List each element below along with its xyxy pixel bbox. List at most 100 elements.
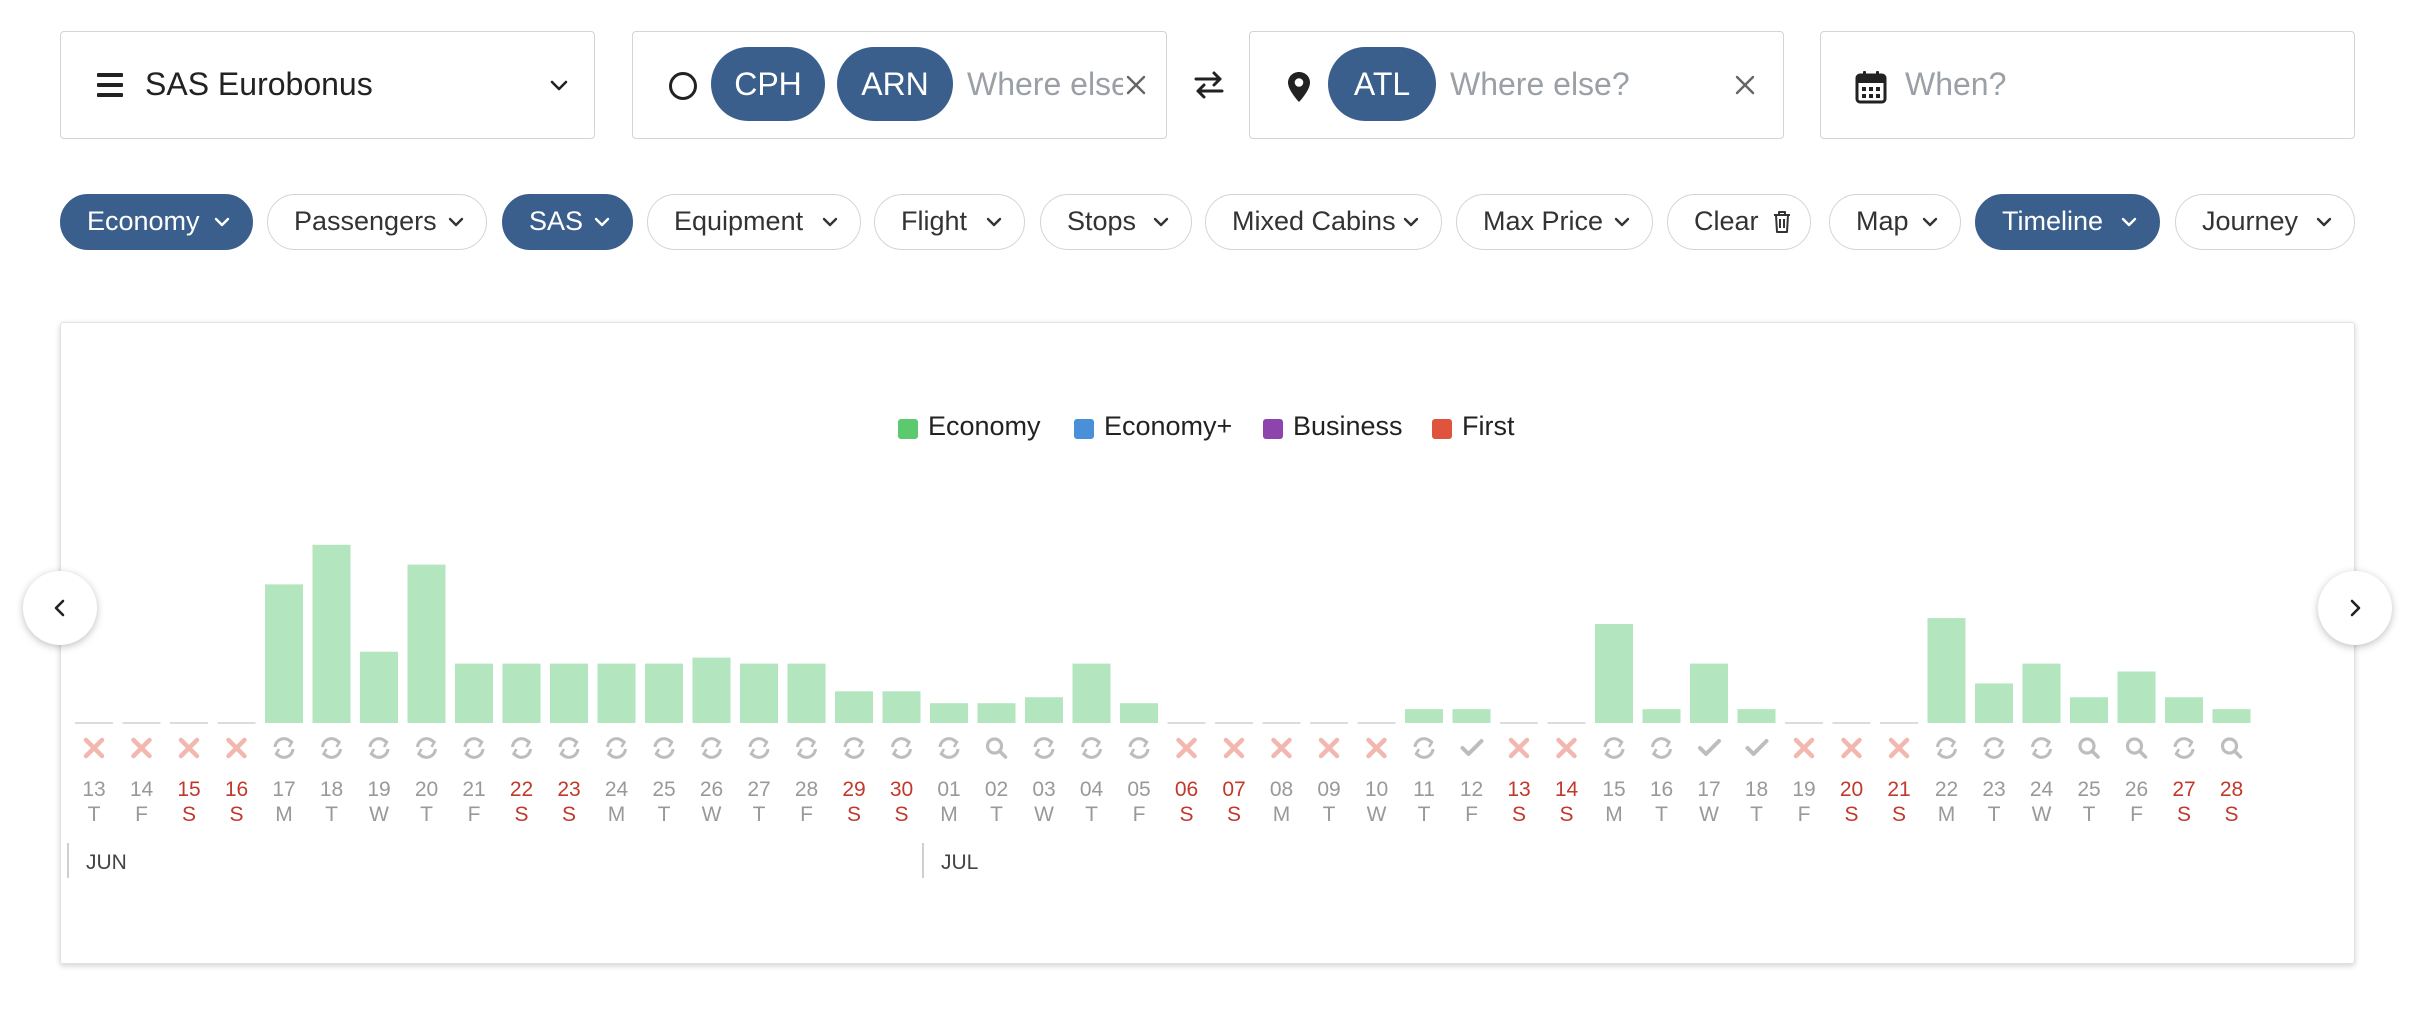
refresh-icon[interactable] — [843, 737, 865, 759]
unavailable-icon[interactable] — [1793, 737, 1815, 759]
filter-chip-label: Flight — [901, 206, 968, 236]
unavailable-icon[interactable] — [1888, 737, 1910, 759]
day-number-label: 22 — [1935, 778, 1958, 801]
weekday-label: S — [514, 803, 528, 826]
clear-origin-icon[interactable] — [1123, 72, 1149, 98]
unavailable-icon[interactable] — [1366, 737, 1387, 759]
unavailable-icon[interactable] — [1223, 737, 1245, 759]
refresh-icon[interactable] — [511, 737, 532, 759]
refresh-icon[interactable] — [606, 737, 627, 759]
origin-field[interactable]: CPH ARN Where else? — [632, 31, 1167, 139]
refresh-icon[interactable] — [938, 737, 960, 759]
refresh-icon[interactable] — [1603, 737, 1625, 759]
weekday-label: T — [1988, 803, 2001, 826]
refresh-icon[interactable] — [1936, 737, 1957, 759]
date-input[interactable]: When? — [1905, 66, 2007, 102]
weekday-label: T — [325, 803, 338, 826]
refresh-icon[interactable] — [463, 737, 485, 759]
filter-chip-economy[interactable]: Economy — [60, 194, 253, 250]
previous-page-button[interactable] — [23, 571, 97, 645]
program-select[interactable]: SAS Eurobonus — [60, 31, 595, 139]
search-icon[interactable] — [2078, 737, 2100, 759]
next-page-button[interactable] — [2318, 571, 2392, 645]
refresh-icon[interactable] — [2031, 737, 2052, 759]
refresh-icon[interactable] — [1128, 737, 1150, 759]
refresh-icon[interactable] — [1651, 737, 1672, 759]
weekday-label: T — [1323, 803, 1336, 826]
unavailable-icon[interactable] — [1556, 737, 1577, 759]
bar-economy — [1405, 709, 1443, 723]
refresh-icon[interactable] — [273, 737, 295, 759]
refresh-icon[interactable] — [1413, 737, 1435, 759]
unavailable-icon[interactable] — [1508, 737, 1530, 759]
unavailable-icon[interactable] — [226, 737, 247, 759]
weekday-label: T — [2083, 803, 2096, 826]
chevron-right-icon — [2350, 599, 2361, 617]
refresh-icon[interactable] — [796, 737, 817, 759]
day-number-label: 08 — [1270, 778, 1293, 801]
filter-chip-map[interactable]: Map — [1829, 194, 1961, 250]
refresh-icon[interactable] — [2173, 737, 2195, 759]
refresh-icon[interactable] — [701, 737, 722, 759]
day-number-label: 20 — [1840, 778, 1863, 801]
origin-airport-chip[interactable]: ARN — [837, 47, 953, 121]
filter-chip-equipment[interactable]: Equipment — [647, 194, 861, 250]
filter-chip-label: Max Price — [1483, 206, 1604, 236]
filter-chip-passengers[interactable]: Passengers — [267, 194, 487, 250]
unavailable-icon[interactable] — [1841, 737, 1862, 759]
filter-chip-label: Journey — [2202, 206, 2299, 236]
filter-chip-mixed-cabins[interactable]: Mixed Cabins — [1205, 194, 1442, 250]
refresh-icon[interactable] — [748, 737, 770, 759]
filter-chip-label: Timeline — [2002, 206, 2104, 236]
check-icon[interactable] — [1698, 739, 1721, 756]
destination-airport-chip[interactable]: ATL — [1328, 47, 1436, 121]
filter-chip-timeline[interactable]: Timeline — [1975, 194, 2160, 250]
filter-chip-sas[interactable]: SAS — [502, 194, 633, 250]
weekday-label: S — [1892, 803, 1906, 826]
swap-icon[interactable] — [1192, 70, 1226, 100]
search-icon[interactable] — [2220, 737, 2243, 759]
refresh-icon[interactable] — [416, 737, 437, 759]
filter-chip-max-price[interactable]: Max Price — [1456, 194, 1653, 250]
origin-airport-chip[interactable]: CPH — [711, 47, 825, 121]
filter-chip-stops[interactable]: Stops — [1040, 194, 1192, 250]
day-number-label: 25 — [2077, 778, 2100, 801]
unavailable-icon[interactable] — [83, 737, 105, 759]
weekday-label: M — [1605, 803, 1623, 826]
refresh-icon[interactable] — [321, 737, 342, 759]
weekday-label: S — [1227, 803, 1241, 826]
bar-economy — [930, 703, 968, 723]
refresh-icon[interactable] — [1033, 737, 1055, 759]
day-number-label: 07 — [1222, 778, 1245, 801]
refresh-icon[interactable] — [1983, 737, 2005, 759]
day-number-label: 27 — [747, 778, 770, 801]
search-icon[interactable] — [985, 737, 1008, 759]
refresh-icon[interactable] — [558, 737, 580, 759]
destination-input[interactable]: Where else? — [1450, 66, 1630, 102]
unavailable-icon[interactable] — [1176, 737, 1197, 759]
origin-input[interactable]: Where else? — [967, 66, 1123, 102]
refresh-icon[interactable] — [368, 737, 390, 759]
refresh-icon[interactable] — [1081, 737, 1102, 759]
day-number-label: 18 — [1745, 778, 1768, 801]
bar-economy — [2165, 697, 2203, 723]
day-number-label: 06 — [1175, 778, 1198, 801]
refresh-icon[interactable] — [891, 737, 912, 759]
check-icon[interactable] — [1460, 739, 1484, 756]
refresh-icon[interactable] — [653, 737, 675, 759]
search-icon[interactable] — [2125, 737, 2148, 759]
filter-chip-journey[interactable]: Journey — [2175, 194, 2355, 250]
unavailable-icon[interactable] — [131, 737, 152, 759]
day-number-label: 04 — [1080, 778, 1104, 801]
filter-chip-flight[interactable]: Flight — [874, 194, 1025, 250]
bar-economy — [1737, 709, 1776, 723]
unavailable-icon[interactable] — [1318, 737, 1340, 759]
clear-destination-icon[interactable] — [1732, 72, 1758, 98]
date-field[interactable]: When? — [1820, 31, 2355, 139]
filter-chip-clear[interactable]: Clear — [1667, 194, 1811, 250]
bar-economy — [455, 663, 493, 723]
unavailable-icon[interactable] — [178, 737, 200, 759]
check-icon[interactable] — [1745, 739, 1769, 756]
unavailable-icon[interactable] — [1271, 737, 1292, 759]
destination-field[interactable]: ATL Where else? — [1249, 31, 1784, 139]
